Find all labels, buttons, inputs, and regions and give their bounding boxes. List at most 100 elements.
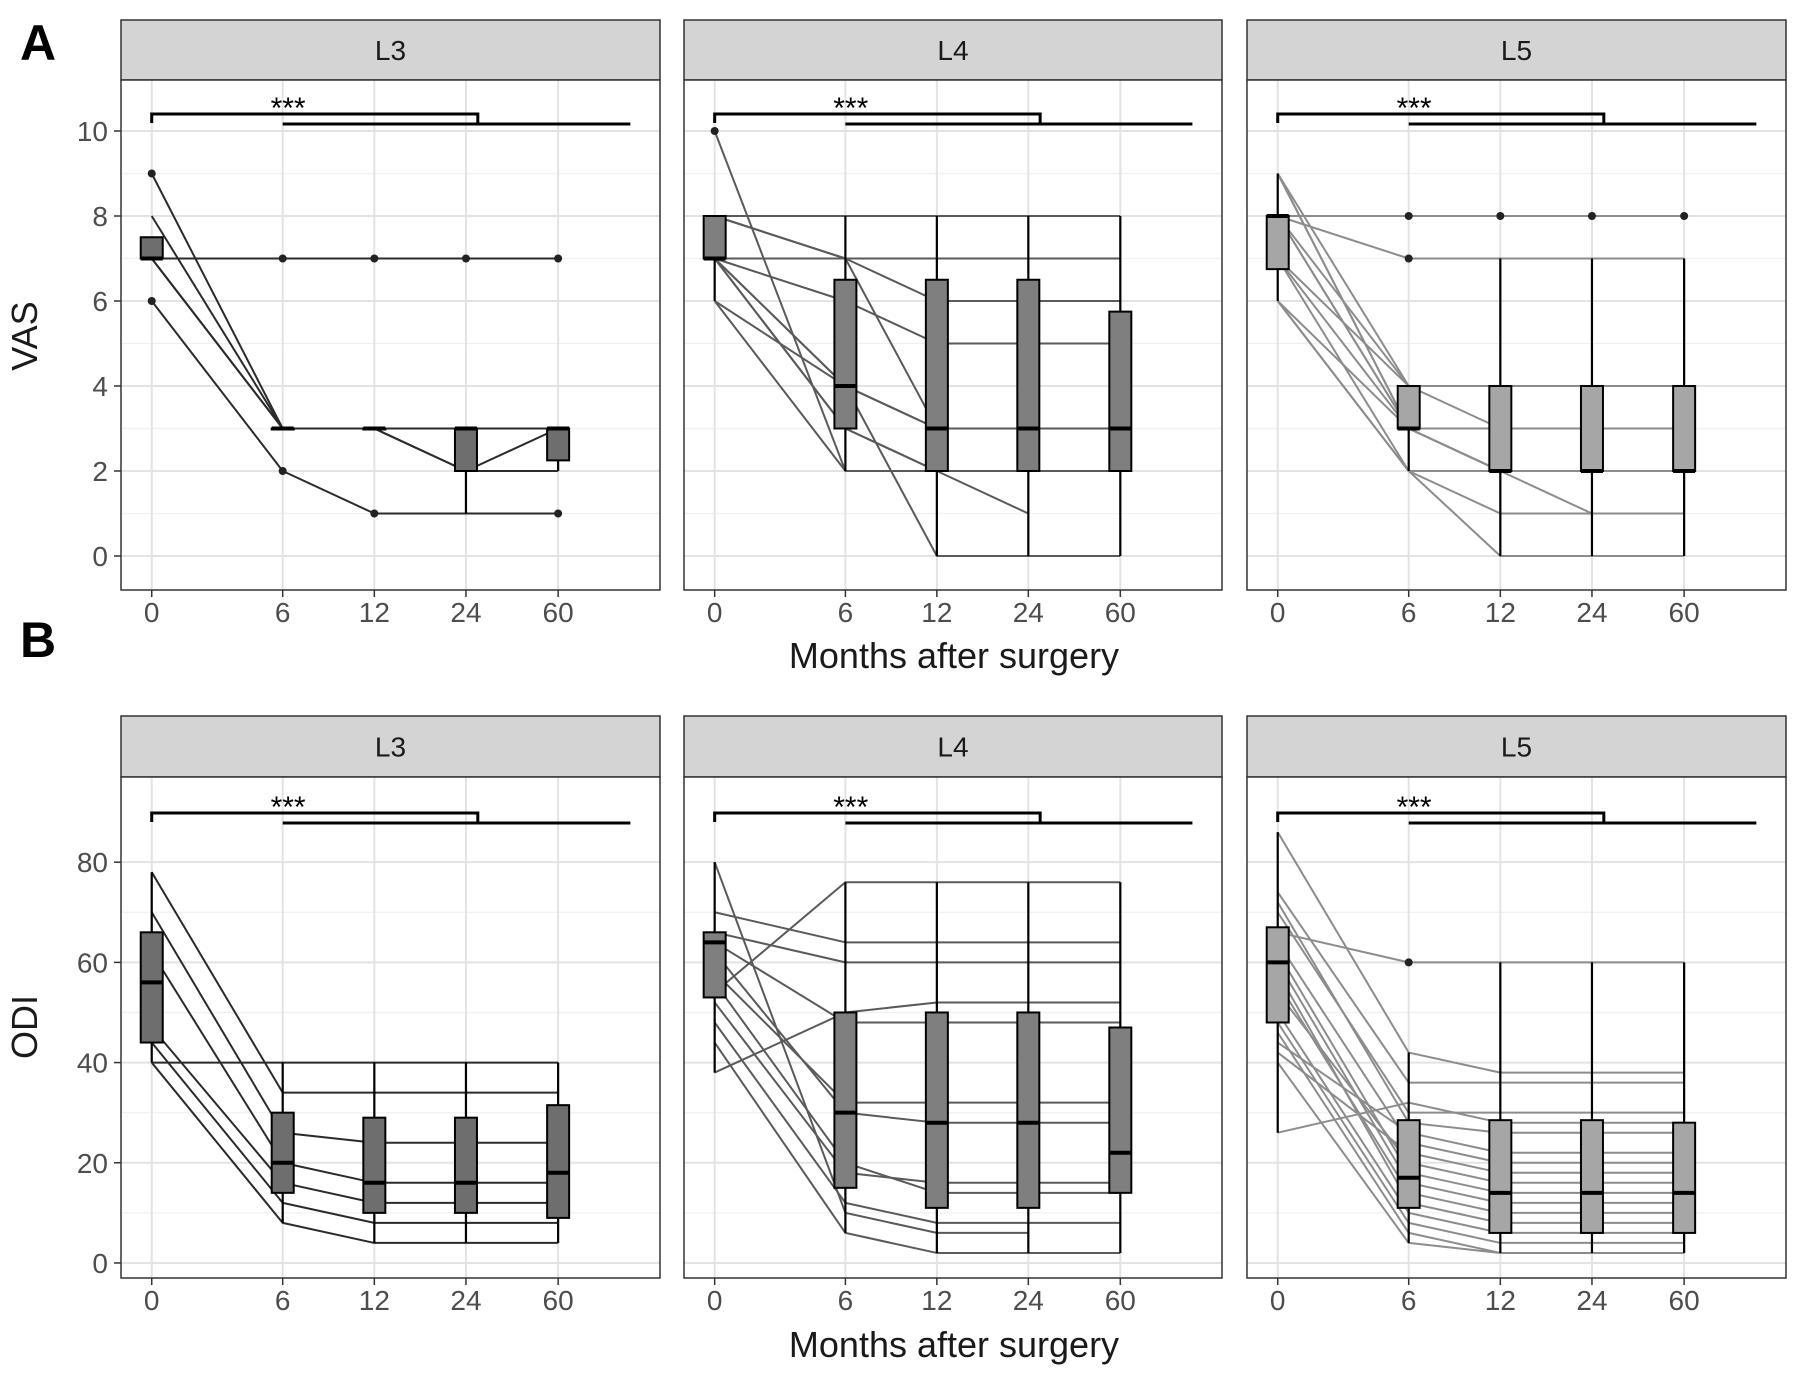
significance-label: *** (833, 791, 868, 824)
facet-strip (1246, 19, 1787, 81)
x-tick-label: 6 (1401, 1285, 1417, 1316)
significance-label: *** (1397, 92, 1432, 125)
y-tick-label: 0 (92, 541, 108, 572)
box (1672, 385, 1697, 472)
y-tick-label: 10 (77, 116, 108, 147)
x-tick-label: 60 (543, 1285, 574, 1316)
facet-strip-label: L4 (937, 35, 968, 66)
box (1016, 1011, 1041, 1209)
x-tick-label: 12 (921, 597, 952, 628)
outlier-point (1404, 254, 1413, 263)
significance-bracket (1276, 112, 1606, 123)
x-tick-label: 24 (450, 1285, 481, 1316)
box (270, 1111, 295, 1194)
box (1579, 1119, 1604, 1234)
significance-bracket (713, 811, 1042, 822)
box (1396, 385, 1421, 430)
box (1108, 310, 1133, 472)
box (1672, 1121, 1697, 1234)
x-tick-label: 24 (1013, 597, 1044, 628)
panel-border (683, 776, 1223, 1279)
box (1265, 215, 1290, 271)
x-tick-label: 0 (707, 1285, 723, 1316)
y-tick-label: 20 (77, 1148, 108, 1179)
significance-bracket (1276, 811, 1606, 822)
outlier-point (1680, 212, 1689, 220)
facet-strip-label: L5 (1501, 35, 1532, 66)
box (1488, 385, 1513, 472)
plot-background (121, 777, 660, 1278)
x-tick-label: 24 (450, 597, 481, 628)
facet-strip-label: L4 (937, 732, 968, 763)
box (139, 236, 164, 260)
box (362, 1116, 387, 1214)
facet-strip (683, 715, 1223, 778)
x-tick-label: 6 (838, 597, 854, 628)
x-tick-label: 0 (144, 597, 160, 628)
outlier-point (147, 297, 156, 305)
box (1488, 1119, 1513, 1234)
x-tick-label: 6 (1401, 597, 1417, 628)
outlier-point (370, 254, 379, 263)
x-tick-label: 12 (1485, 597, 1516, 628)
x-tick-label: 60 (543, 597, 574, 628)
box (546, 1104, 571, 1219)
box (924, 278, 949, 472)
outlier-point (710, 127, 719, 135)
facet-strip-label: L3 (375, 35, 406, 66)
y-tick-label: 80 (77, 847, 108, 878)
significance-label: *** (833, 92, 868, 125)
outlier-point (554, 509, 563, 518)
plot-background (684, 777, 1222, 1278)
box (924, 1011, 949, 1209)
box (1579, 385, 1604, 472)
x-tick-label: 0 (1270, 597, 1286, 628)
facet-l4: L4 *** 0 6 12 24 60 (683, 19, 1223, 628)
box (702, 215, 727, 260)
panel-border (683, 79, 1223, 591)
box (1396, 1119, 1421, 1209)
facet-l5: L5 *** 0 6 12 24 60 (1246, 19, 1787, 628)
x-tick-label: 60 (1669, 1285, 1700, 1316)
x-axis-title: Months after surgery (789, 1324, 1119, 1365)
outlier-point (147, 169, 156, 178)
x-tick-label: 24 (1576, 1285, 1607, 1316)
x-tick-label: 6 (275, 597, 291, 628)
plot-background (1247, 777, 1786, 1278)
x-tick-label: 6 (275, 1285, 291, 1316)
x-tick-label: 0 (707, 597, 723, 628)
x-tick-label: 12 (921, 1285, 952, 1316)
x-tick-label: 60 (1105, 1285, 1136, 1316)
y-tick-label: 2 (92, 456, 108, 487)
facet-strip (1246, 715, 1787, 778)
facet-l5: L5 *** 0 6 12 24 60 (1246, 715, 1787, 1316)
x-tick-label: 60 (1105, 597, 1136, 628)
outlier-point (1496, 212, 1505, 220)
x-tick-label: 12 (359, 1285, 390, 1316)
outlier-point (461, 254, 470, 263)
box (1108, 1026, 1133, 1194)
x-tick-label: 6 (838, 1285, 854, 1316)
significance-bracket (713, 112, 1042, 123)
x-tick-label: 24 (1576, 597, 1607, 628)
outlier-point (278, 254, 287, 263)
outlier-point (1404, 958, 1413, 967)
panel-border (1246, 776, 1787, 1279)
significance-label: *** (271, 791, 306, 824)
facet-strip-label: L5 (1501, 732, 1532, 763)
x-tick-label: 12 (359, 597, 390, 628)
box (1016, 278, 1041, 472)
y-tick-label: 40 (77, 1048, 108, 1079)
box (453, 427, 478, 472)
panel-label-a: A (20, 15, 57, 71)
x-tick-label: 0 (144, 1285, 160, 1316)
x-tick-label: 60 (1669, 597, 1700, 628)
facet-l3: L3 *** 0 6 12 24 60 0 20 40 60 80 (77, 715, 661, 1316)
y-axis-title: ODI (4, 995, 45, 1059)
panel-border (120, 776, 661, 1279)
significance-label: *** (1397, 791, 1432, 824)
significance-label: *** (271, 92, 306, 125)
significance-bracket (150, 112, 480, 123)
